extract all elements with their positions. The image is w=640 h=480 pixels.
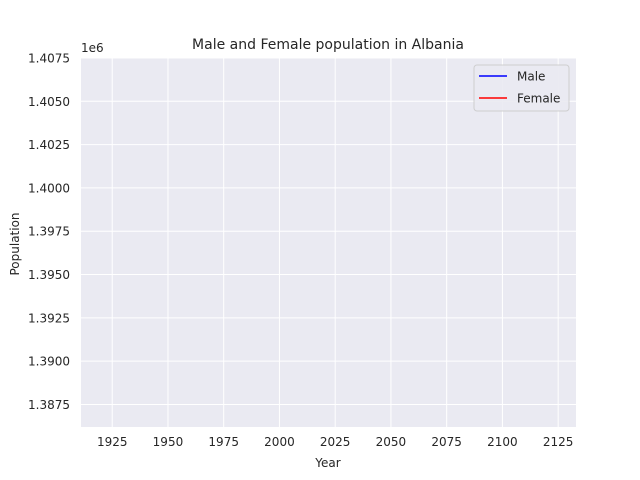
legend-label-male: Male [517,70,545,84]
legend-label-female: Female [517,92,560,106]
y-tick-label: 1.3875 [28,398,70,412]
y-axis-label: Population [8,212,22,275]
y-tick-label: 1.3925 [28,311,70,325]
y-tick-label: 1.4025 [28,138,70,152]
y-gridlines [81,57,576,405]
y-tick-label: 1.3975 [28,225,70,239]
x-tick-label: 2125 [543,435,574,449]
x-tick-label: 2075 [431,435,462,449]
y-offset-label: 1e6 [81,41,104,55]
y-tick-label: 1.4050 [28,95,70,109]
x-tick-label: 1975 [208,435,239,449]
y-tick-label: 1.3900 [28,355,70,369]
x-tick-label: 1925 [97,435,128,449]
y-tick-labels: 1.3875 1.3900 1.3925 1.3950 1.3975 1.4000 1.40… [28,52,70,412]
x-tick-label: 1950 [153,435,184,449]
y-tick-label: 1.4075 [28,52,70,66]
x-gridlines [111,58,559,427]
chart-title: Male and Female population in Albania [192,37,464,53]
x-tick-label: 2100 [487,435,518,449]
y-tick-label: 1.4000 [28,181,70,195]
x-tick-label: 2025 [320,435,351,449]
x-tick-label: 2000 [264,435,295,449]
plot-background [81,58,576,427]
y-tick-label: 1.3950 [28,268,70,282]
legend: Male Female [473,64,570,112]
x-tick-label: 2050 [376,435,407,449]
x-axis-label: Year [314,456,340,470]
x-tick-labels: 1925 1950 1975 2000 2025 2050 2075 2100 2125 [97,435,573,449]
